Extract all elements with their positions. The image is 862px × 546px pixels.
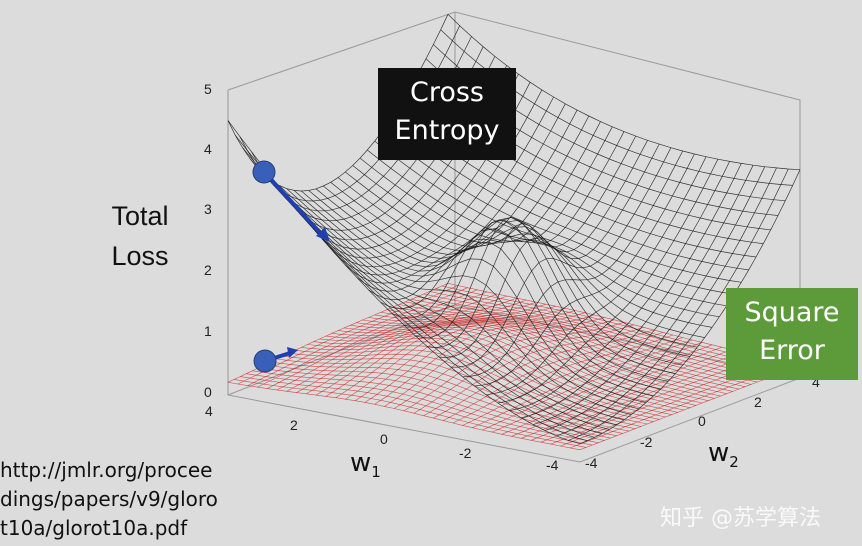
y-axis-title-line2: Loss xyxy=(111,241,169,271)
y-tick: 4 xyxy=(204,141,212,157)
arrow-head-icon xyxy=(316,227,330,242)
w2-axis-title: w2 xyxy=(708,438,739,471)
y-tick: 2 xyxy=(204,262,212,278)
w2-tick: 4 xyxy=(812,374,820,390)
square-error-label: Square Error xyxy=(726,288,858,380)
source-url-line3[interactable]: t10a/glorot10a.pdf xyxy=(0,516,188,540)
w1-tick: 2 xyxy=(290,417,298,433)
cross-entropy-label-line1: Cross xyxy=(409,77,484,108)
mesh-layer xyxy=(227,13,801,451)
w1-tick: -2 xyxy=(459,445,472,461)
watermark: 知乎 @苏学算法 xyxy=(660,506,821,531)
source-url-line1[interactable]: http://jmlr.org/procee xyxy=(0,458,213,482)
y-tick: 5 xyxy=(204,81,212,97)
w2-tick: 0 xyxy=(698,413,706,429)
w2-ticks: -4 -2 0 2 4 xyxy=(585,374,820,471)
w1-axis-title: w1 xyxy=(350,448,381,481)
w2-tick: -2 xyxy=(640,434,653,450)
w1-tick: 0 xyxy=(380,431,388,447)
y-tick: 3 xyxy=(204,201,212,217)
w1-tick: -4 xyxy=(546,457,559,473)
ce-descent-marker xyxy=(252,160,330,242)
se-descent-marker xyxy=(253,347,298,373)
ball-icon xyxy=(253,349,277,373)
w2-axis-subscript: 2 xyxy=(729,453,739,472)
cross-entropy-label-line2: Entropy xyxy=(394,115,500,146)
cross-entropy-label: Cross Entropy xyxy=(378,68,516,160)
w1-axis-letter: w xyxy=(350,448,372,478)
source-url-line2[interactable]: dings/papers/v9/gloro xyxy=(0,487,218,511)
w1-ticks: 4 2 0 -2 -4 xyxy=(205,403,559,473)
y-tick: 0 xyxy=(204,384,212,400)
y-tick: 1 xyxy=(204,323,212,339)
square-error-label-line2: Error xyxy=(759,335,825,366)
source-url[interactable]: http://jmlr.org/procee dings/papers/v9/g… xyxy=(0,456,240,543)
w1-tick: 4 xyxy=(205,403,213,419)
w2-axis-letter: w xyxy=(708,438,730,468)
arrow-head-icon xyxy=(287,347,298,358)
square-error-label-line1: Square xyxy=(744,297,840,328)
ball-icon xyxy=(252,160,276,184)
w1-axis-subscript: 1 xyxy=(371,463,381,482)
y-axis-title: Total Loss xyxy=(105,196,175,276)
w2-tick: 2 xyxy=(754,394,762,410)
y-ticks: 0 1 2 3 4 5 xyxy=(204,81,212,400)
w2-tick: -4 xyxy=(585,455,598,471)
y-axis-title-line1: Total xyxy=(111,201,169,231)
